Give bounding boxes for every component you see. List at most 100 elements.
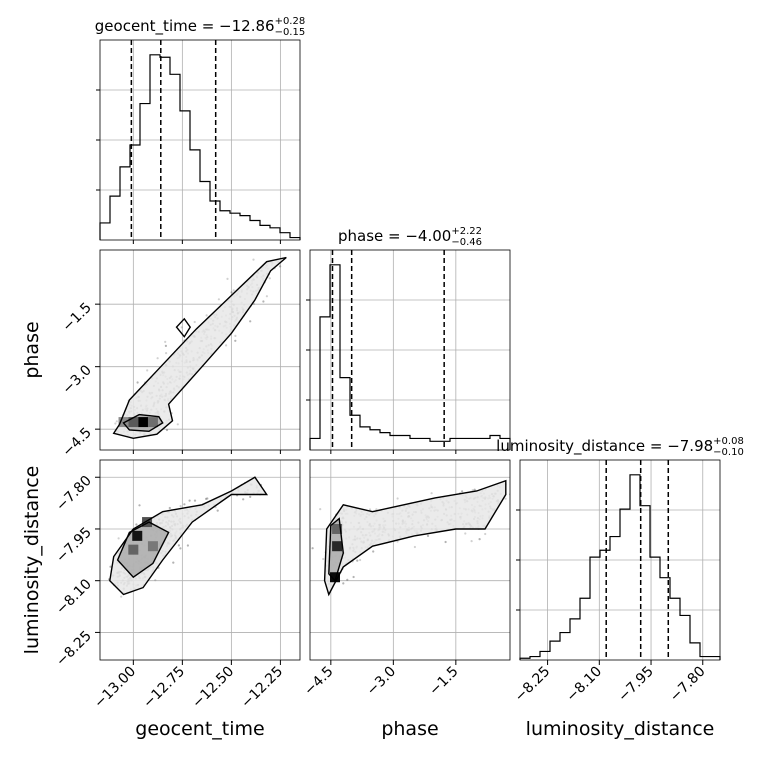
- sample-point: [232, 289, 235, 292]
- contour-fill-outer: [324, 480, 506, 595]
- sample-point: [430, 492, 433, 495]
- sample-point: [234, 339, 237, 342]
- sample-point: [311, 547, 314, 550]
- panel-title: geocent_time = −12.86+0.28 −0.15: [95, 16, 305, 38]
- density-cell: [132, 530, 143, 541]
- panel-frame: [99, 459, 301, 661]
- contour-fill-outer: [113, 257, 287, 439]
- sample-point: [375, 508, 378, 511]
- x-axis-label: geocent_time: [135, 718, 264, 740]
- sample-point: [342, 582, 345, 585]
- sample-point: [225, 344, 228, 347]
- sample-point: [279, 265, 282, 268]
- sample-point: [426, 534, 430, 538]
- title-median: luminosity_distance = −7.98: [496, 437, 713, 456]
- title-median: phase = −4.00: [338, 227, 451, 245]
- sample-point: [146, 369, 149, 372]
- sample-point: [226, 277, 229, 280]
- sample-point: [268, 277, 271, 280]
- x-tick-label: −1.5: [426, 664, 461, 699]
- sample-point: [356, 559, 359, 562]
- sample-point: [205, 497, 208, 500]
- sample-point: [176, 423, 179, 426]
- sample-point: [396, 497, 399, 500]
- sample-point: [164, 344, 167, 347]
- sample-point: [206, 497, 209, 500]
- x-tick-label: −8.10: [563, 664, 605, 706]
- panel-title: phase = −4.00+2.22 −0.46: [338, 226, 482, 248]
- sample-point: [322, 557, 325, 561]
- density-cell: [332, 541, 343, 552]
- panel-content: [310, 460, 510, 660]
- sample-point: [262, 300, 265, 303]
- sample-point: [372, 550, 375, 553]
- sample-point: [242, 498, 245, 501]
- sample-point: [136, 381, 139, 384]
- histogram-panel-luminosity_distance: luminosity_distance = −7.98+0.08 −0.10: [496, 436, 744, 661]
- sample-point: [179, 547, 182, 550]
- sample-point: [230, 291, 233, 294]
- sample-point: [135, 523, 138, 526]
- sample-point: [265, 295, 268, 298]
- sample-point: [120, 595, 123, 598]
- sample-point: [168, 506, 171, 510]
- y-axis-label: phase: [21, 321, 43, 378]
- sample-point: [177, 544, 180, 547]
- x-tick-label: −12.50: [189, 664, 237, 712]
- sample-point: [109, 565, 112, 568]
- sample-point: [177, 544, 180, 547]
- density-cell: [128, 417, 139, 428]
- sample-point: [234, 334, 237, 337]
- panel-title: luminosity_distance = −7.98+0.08 −0.10: [496, 436, 744, 458]
- sample-point: [396, 540, 399, 543]
- sample-point: [444, 540, 447, 544]
- sample-point: [188, 499, 191, 502]
- contour-line: [122, 413, 164, 433]
- sample-point: [154, 579, 157, 582]
- histogram-steps: [99, 54, 301, 240]
- sample-point: [165, 352, 168, 355]
- sample-point: [168, 506, 171, 510]
- sample-point: [311, 547, 314, 550]
- sample-point: [504, 497, 507, 500]
- x-tick-label: −8.25: [512, 664, 554, 706]
- sample-point: [249, 320, 252, 323]
- y-tick-label: −3.0: [59, 362, 94, 397]
- sample-point: [136, 381, 139, 384]
- sample-point: [205, 497, 208, 500]
- title-upper-error: +0.28: [275, 16, 306, 27]
- sample-point: [186, 544, 189, 547]
- contour-line: [323, 479, 507, 597]
- title-median: geocent_time = −12.86: [95, 17, 275, 36]
- y-tick-label: −7.80: [53, 473, 95, 515]
- sample-point: [179, 547, 182, 550]
- y-tick-label: −1.5: [59, 300, 94, 335]
- y-tick-label: −4.5: [59, 425, 94, 460]
- sample-point: [180, 326, 183, 329]
- histogram-steps: [309, 264, 511, 450]
- density-cell: [128, 544, 139, 555]
- sample-point: [484, 532, 487, 536]
- sample-point: [319, 508, 322, 511]
- contour-line: [112, 256, 287, 440]
- panel-frame: [99, 39, 301, 241]
- sample-point: [413, 545, 416, 549]
- x-tick-label: −7.80: [667, 664, 709, 706]
- sample-point: [252, 258, 255, 261]
- sample-point: [359, 558, 362, 562]
- scatter-panel-geocent_time-vs-luminosity_distance: [99, 459, 301, 661]
- histogram-steps: [519, 474, 721, 660]
- sample-point: [289, 247, 291, 249]
- x-axis-label: phase: [381, 718, 438, 740]
- sample-point: [478, 538, 481, 541]
- sample-point: [183, 503, 186, 506]
- y-axis-label: luminosity_distance: [21, 466, 43, 655]
- sample-point: [172, 561, 175, 564]
- sample-point: [188, 499, 191, 502]
- density-cell: [147, 541, 158, 552]
- contour-line: [109, 476, 269, 596]
- scatter-panel-phase-vs-luminosity_distance: [309, 459, 511, 661]
- y-tick-label: −7.95: [53, 524, 95, 566]
- sample-point: [470, 540, 473, 543]
- contour-fill-inner: [117, 522, 169, 578]
